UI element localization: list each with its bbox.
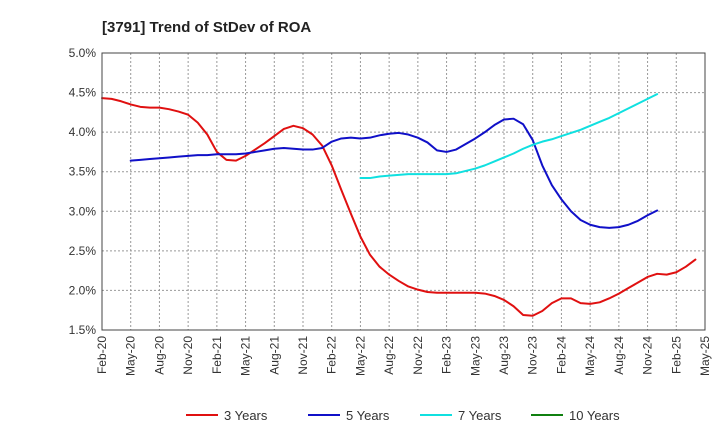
x-tick-label: Feb-20 — [95, 336, 109, 374]
x-tick-label: May-22 — [353, 336, 367, 376]
plot-area — [102, 53, 705, 330]
series-line-3-years — [101, 97, 697, 317]
legend-label: 3 Years — [224, 408, 268, 423]
x-tick-label: Nov-21 — [296, 336, 310, 375]
y-axis: 1.5% 2.0% 2.5% 3.0% 3.5% 4.0% 4.5% 5.0% — [69, 46, 97, 337]
legend-label: 5 Years — [346, 408, 390, 423]
y-tick-label: 3.0% — [69, 204, 97, 218]
x-tick-label: Nov-20 — [181, 336, 195, 375]
x-tick-label: May-21 — [239, 336, 253, 376]
x-tick-label: Nov-24 — [641, 336, 655, 375]
legend: 3 Years 5 Years 7 Years 10 Years — [186, 408, 620, 423]
legend-label: 7 Years — [458, 408, 502, 423]
x-tick-label: May-23 — [468, 336, 482, 376]
x-tick-label: Aug-24 — [612, 336, 626, 375]
x-tick-label: Aug-22 — [382, 336, 396, 375]
y-tick-label: 2.5% — [69, 244, 97, 258]
series-line-5-years — [129, 117, 659, 229]
chart-title: [3791] Trend of StDev of ROA — [102, 19, 311, 36]
legend-label: 10 Years — [569, 408, 620, 423]
x-tick-label: Feb-24 — [554, 336, 568, 374]
x-tick-label: Feb-25 — [669, 336, 683, 374]
y-tick-label: 5.0% — [69, 46, 97, 60]
x-tick-label: May-25 — [698, 336, 712, 376]
x-tick-label: Nov-22 — [411, 336, 425, 375]
x-tick-label: Feb-22 — [325, 336, 339, 374]
x-tick-label: Feb-23 — [440, 336, 454, 374]
y-tick-label: 3.5% — [69, 165, 97, 179]
y-tick-label: 1.5% — [69, 323, 97, 337]
x-tick-label: May-20 — [124, 336, 138, 376]
y-tick-label: 4.0% — [69, 125, 97, 139]
x-tick-label: Nov-23 — [526, 336, 540, 375]
x-tick-label: May-24 — [583, 336, 597, 376]
x-tick-label: Feb-21 — [210, 336, 224, 374]
series-line-7-years — [359, 93, 659, 180]
x-axis: Feb-20 May-20 Aug-20 Nov-20 Feb-21 May-21 Aug-… — [95, 336, 712, 376]
x-tick-label: Aug-21 — [267, 336, 281, 375]
series-layer — [101, 93, 697, 317]
plot-border — [101, 52, 706, 331]
x-tick-label: Aug-20 — [152, 336, 166, 375]
y-tick-label: 4.5% — [69, 86, 97, 100]
x-tick-label: Aug-23 — [497, 336, 511, 375]
y-tick-label: 2.0% — [69, 283, 97, 297]
